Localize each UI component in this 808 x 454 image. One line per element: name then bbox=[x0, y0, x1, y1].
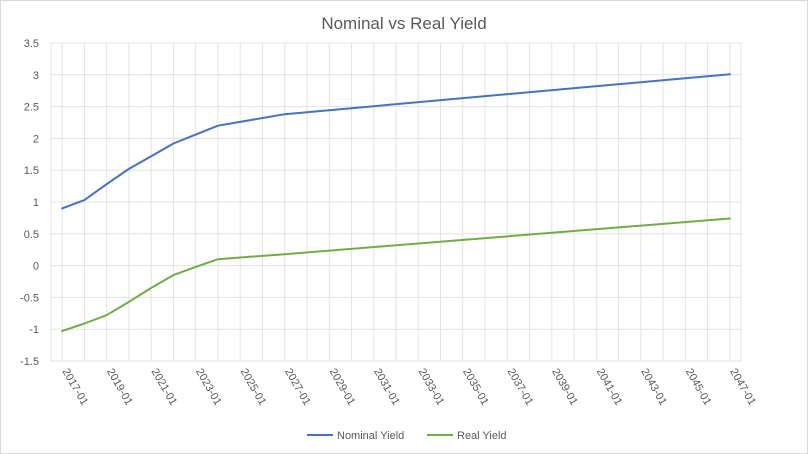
legend: Nominal Yield Real Yield bbox=[307, 430, 507, 442]
y-tick-label: 2.5 bbox=[24, 102, 39, 114]
x-tick-label: 2027-01 bbox=[282, 367, 313, 408]
y-axis: 3.5 3 2.5 2 1.5 1 0.5 0 -0.5 -1 -1.5 bbox=[20, 38, 39, 368]
x-tick-label: 2043-01 bbox=[638, 367, 669, 408]
y-tick-label: -1 bbox=[29, 324, 39, 336]
y-tick-label: 1 bbox=[33, 197, 39, 209]
y-tick-label: 0 bbox=[33, 261, 39, 273]
y-tick-label: -0.5 bbox=[20, 292, 39, 304]
x-tick-label: 2035-01 bbox=[460, 367, 491, 408]
x-tick-label: 2021-01 bbox=[149, 367, 180, 408]
x-tick-label: 2017-01 bbox=[60, 367, 91, 408]
x-tick-label: 2039-01 bbox=[549, 367, 580, 408]
x-tick-label: 2041-01 bbox=[594, 367, 625, 408]
x-axis: 2017-01 2019-01 2021-01 2023-01 2025-01 2027-… bbox=[60, 367, 758, 408]
series-layer bbox=[61, 73, 731, 333]
y-tick-label: 3.5 bbox=[24, 38, 39, 50]
x-tick-label: 2023-01 bbox=[193, 367, 224, 408]
x-tick-label: 2029-01 bbox=[327, 367, 358, 408]
y-tick-label: 1.5 bbox=[24, 165, 39, 177]
legend-label: Real Yield bbox=[457, 430, 507, 442]
legend-label: Nominal Yield bbox=[337, 430, 404, 442]
x-tick-label: 2019-01 bbox=[104, 367, 135, 408]
x-tick-label: 2037-01 bbox=[505, 367, 536, 408]
y-tick-label: 3 bbox=[33, 70, 39, 82]
x-tick-label: 2025-01 bbox=[238, 367, 269, 408]
chart-title: Nominal vs Real Yield bbox=[321, 14, 486, 33]
x-tick-label: 2031-01 bbox=[371, 367, 402, 408]
series-line-nominal-yield bbox=[61, 73, 731, 210]
grid bbox=[50, 42, 742, 362]
x-tick-label: 2033-01 bbox=[416, 367, 447, 408]
x-tick-label: 2047-01 bbox=[727, 367, 758, 408]
series-line-real-yield bbox=[61, 217, 731, 333]
y-tick-label: 0.5 bbox=[24, 229, 39, 241]
x-tick-label: 2045-01 bbox=[683, 367, 714, 408]
y-tick-label: 2 bbox=[33, 133, 39, 145]
y-tick-label: -1.5 bbox=[20, 356, 39, 368]
